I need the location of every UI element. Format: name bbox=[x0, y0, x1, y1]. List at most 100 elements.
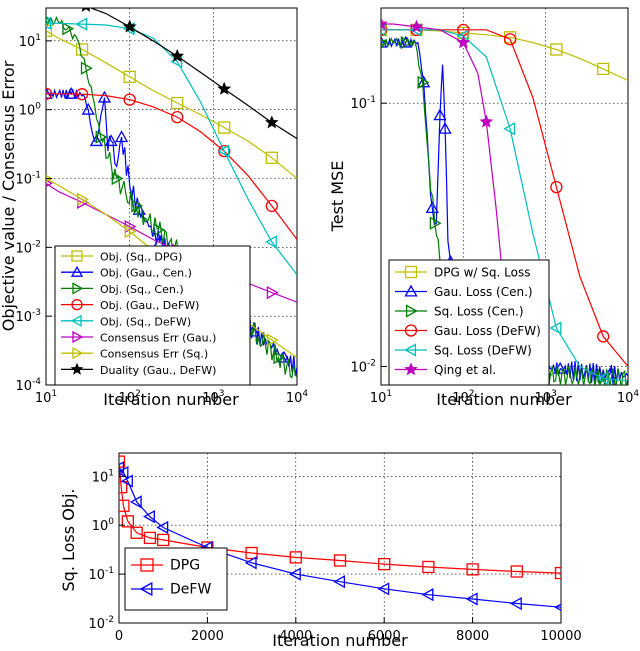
data-point bbox=[95, 130, 108, 144]
testmse-ticks: 101 102 103 104 10-2 10-1 bbox=[350, 95, 639, 406]
testmse-legend-box bbox=[388, 259, 550, 386]
data-point bbox=[378, 557, 391, 571]
series-line bbox=[381, 29, 628, 382]
legend-item: Obj. (Gau., DeFW) bbox=[61, 298, 199, 312]
legend-label: Gau. Loss (DeFW) bbox=[434, 324, 541, 338]
data-point bbox=[119, 461, 125, 475]
data-point bbox=[97, 90, 112, 103]
data-point bbox=[597, 62, 610, 76]
testmse-xlabel: Iteration number bbox=[436, 390, 572, 409]
data-point bbox=[265, 151, 278, 164]
legend-item: Obj. (Sq., DeFW) bbox=[61, 314, 191, 328]
objective-ylabel: Objective value / Consensus Error bbox=[0, 60, 18, 331]
sqloss-series bbox=[119, 455, 561, 612]
testmse-chart: 101 102 103 104 10-2 10-1 Iteration number Te… bbox=[328, 7, 639, 409]
data-point bbox=[409, 19, 424, 33]
data-point bbox=[153, 223, 166, 237]
data-point bbox=[123, 93, 136, 106]
data-point bbox=[266, 333, 279, 347]
legend-marker bbox=[404, 343, 417, 357]
data-point bbox=[244, 556, 257, 570]
data-point bbox=[119, 465, 129, 480]
legend-marker bbox=[405, 304, 418, 318]
data-point bbox=[81, 8, 91, 12]
series-line bbox=[119, 461, 561, 574]
data-point bbox=[381, 38, 388, 47]
x-tick-label: 103 bbox=[535, 389, 557, 406]
legend-label: DPG w/ Sq. Loss bbox=[434, 266, 530, 280]
y-tick-label: 10-2 bbox=[350, 358, 376, 375]
y-tick-label: 101 bbox=[92, 468, 114, 485]
data-point bbox=[433, 108, 447, 121]
data-point bbox=[245, 546, 258, 560]
data-point bbox=[381, 16, 388, 30]
data-point bbox=[104, 134, 118, 147]
data-point bbox=[129, 495, 142, 509]
data-point bbox=[273, 351, 286, 365]
data-point bbox=[75, 17, 88, 31]
legend-item: Consensus Err (Gau.) bbox=[61, 330, 216, 345]
legend-marker bbox=[404, 324, 418, 337]
x-tick-label: 102 bbox=[119, 389, 141, 406]
data-point bbox=[111, 171, 124, 186]
data-point bbox=[288, 567, 301, 581]
data-point bbox=[457, 23, 470, 36]
data-point bbox=[554, 603, 561, 612]
y-tick-label: 101 bbox=[19, 33, 41, 50]
y-tick-label: 10-1 bbox=[350, 95, 376, 112]
data-point bbox=[549, 321, 562, 335]
data-point bbox=[143, 510, 155, 524]
data-point bbox=[46, 87, 53, 100]
data-point bbox=[597, 330, 610, 343]
data-point bbox=[64, 86, 78, 99]
data-point bbox=[156, 520, 169, 535]
data-point bbox=[503, 33, 517, 46]
data-point bbox=[438, 121, 452, 134]
data-point bbox=[46, 24, 53, 37]
sqloss-xlabel: Iteration number bbox=[272, 631, 408, 650]
x-tick-label: 102 bbox=[452, 389, 474, 406]
legend-label: Sq. Loss (DeFW) bbox=[434, 344, 532, 358]
data-point bbox=[554, 566, 561, 580]
legend-marker bbox=[70, 265, 84, 277]
data-point bbox=[46, 16, 52, 30]
data-point bbox=[80, 61, 93, 75]
data-point bbox=[456, 35, 471, 49]
sqloss-ticks: 0 2000 4000 6000 8000 10000 10-2 10-1 100 101 bbox=[88, 468, 581, 644]
objective-legend: Obj. (Sq., DPG) Obj. (Gau., Cen.) Obj. (Sq… bbox=[54, 245, 251, 386]
objective-xlabel: Iteration number bbox=[103, 390, 239, 409]
data-point bbox=[157, 533, 170, 547]
objective-ticks: 101 102 103 104 10-4 10-3 10-2 10-1 100 101 bbox=[15, 33, 308, 406]
x-tick-label: 2000 bbox=[191, 629, 224, 644]
series-line bbox=[46, 93, 297, 240]
data-point bbox=[171, 96, 184, 110]
data-point bbox=[121, 474, 133, 488]
x-tick-label: 0 bbox=[115, 629, 123, 644]
data-point bbox=[46, 174, 53, 183]
data-point bbox=[121, 515, 134, 528]
data-point bbox=[131, 199, 144, 213]
data-point bbox=[503, 122, 516, 136]
data-point bbox=[466, 563, 479, 576]
legend-label: Gau. Loss (Cen.) bbox=[434, 285, 533, 299]
legend-marker bbox=[72, 282, 84, 295]
objective-legend-box bbox=[54, 245, 251, 386]
legend-label: Obj. (Gau., Cen.) bbox=[100, 267, 192, 280]
series-obj-sq-defw bbox=[46, 16, 297, 276]
testmse-ylabel: Test MSE bbox=[328, 161, 347, 233]
x-tick-label: 101 bbox=[35, 389, 57, 406]
data-point bbox=[170, 48, 184, 62]
legend-label: Consensus Err (Gau.) bbox=[100, 332, 216, 345]
data-point bbox=[289, 551, 302, 564]
legend-item: DPG w/ Sq. Loss bbox=[395, 266, 530, 280]
data-point bbox=[143, 531, 157, 545]
data-point bbox=[62, 22, 75, 36]
y-tick-label: 10-4 bbox=[15, 377, 41, 394]
data-point bbox=[510, 565, 523, 578]
data-point bbox=[400, 35, 413, 50]
data-point bbox=[217, 144, 230, 158]
legend-label: Consensus Err (Sq.) bbox=[100, 348, 208, 361]
data-point bbox=[422, 560, 435, 574]
data-point bbox=[124, 224, 137, 239]
data-point bbox=[217, 81, 232, 95]
